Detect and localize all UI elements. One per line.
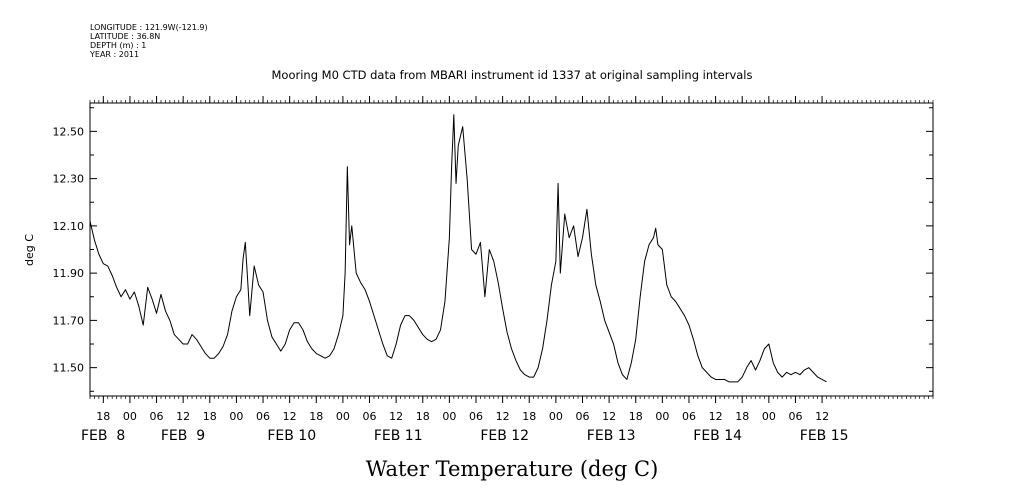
y-tick-label: 12.50 [53,125,85,138]
x-axis: 18 00 06 12 18 00 06 12 18 00 06 12 18 00 06 12 18 00 06 12… [81,96,849,444]
meta-depth: DEPTH (m) : 1 [90,41,146,50]
x-hour-label: 06 [363,410,377,423]
x-date-label: FEB 11 [374,428,423,444]
x-date-label: FEB 10 [267,428,316,444]
y-tick-label: 11.90 [53,267,85,280]
series-layer [89,114,827,383]
x-hour-label: 06 [256,410,270,423]
x-hour-label: 18 [96,410,110,423]
x-hour-label: 18 [735,410,749,423]
meta-year: YEAR : 2011 [89,50,139,59]
x-date-label: FEB 9 [161,428,205,444]
y-tick-label: 11.70 [53,314,85,327]
temperature-series-line [89,114,827,383]
x-hour-label: 18 [416,410,430,423]
x-hour-label: 18 [629,410,643,423]
x-hour-label: 12 [176,410,190,423]
x-hour-label: 06 [575,410,589,423]
x-hour-label: 00 [123,410,137,423]
meta-latitude: LATITUDE : 36.8N [90,32,160,41]
x-hour-label: 12 [602,410,616,423]
x-axis-label: Water Temperature (deg C) [366,457,659,481]
y-tick-label: 12.10 [53,220,85,233]
x-hour-label: 18 [309,410,323,423]
x-hour-label: 12 [283,410,297,423]
x-hour-label: 00 [549,410,563,423]
y-axis: 11.50 11.70 11.90 12.10 12.30 12.50 [53,107,933,392]
x-hour-label: 00 [442,410,456,423]
x-hour-label: 12 [389,410,403,423]
chart-title: Mooring M0 CTD data from MBARI instrumen… [272,68,753,82]
x-hour-label: 06 [469,410,483,423]
x-hour-label: 00 [762,410,776,423]
plot-frame [89,102,934,397]
x-date-label: FEB 13 [587,428,636,444]
x-date-label: FEB 12 [480,428,529,444]
x-hour-label: 18 [203,410,217,423]
y-tick-label: 11.50 [53,362,85,375]
meta-longitude: LONGITUDE : 121.9W(-121.9) [90,23,208,32]
x-hour-label: 06 [682,410,696,423]
y-axis-label: deg C [23,234,36,266]
hourly-minor-ticks [89,100,934,399]
x-hour-label: 18 [522,410,536,423]
x-date-label: FEB 8 [81,428,125,444]
y-tick-label: 12.30 [53,173,85,186]
x-hour-label: 00 [229,410,243,423]
x-date-label: FEB 14 [693,428,742,444]
x-hour-label: 12 [709,410,723,423]
x-hour-label: 12 [815,410,829,423]
x-hour-label: 06 [150,410,164,423]
x-hour-label: 12 [496,410,510,423]
x-hour-label: 00 [655,410,669,423]
metadata-block: LONGITUDE : 121.9W(-121.9) LATITUDE : 36… [89,23,208,59]
x-hour-label: 06 [788,410,802,423]
x-hour-label: 00 [336,410,350,423]
x-date-label: FEB 15 [800,428,849,444]
minor-ticks [89,100,934,399]
